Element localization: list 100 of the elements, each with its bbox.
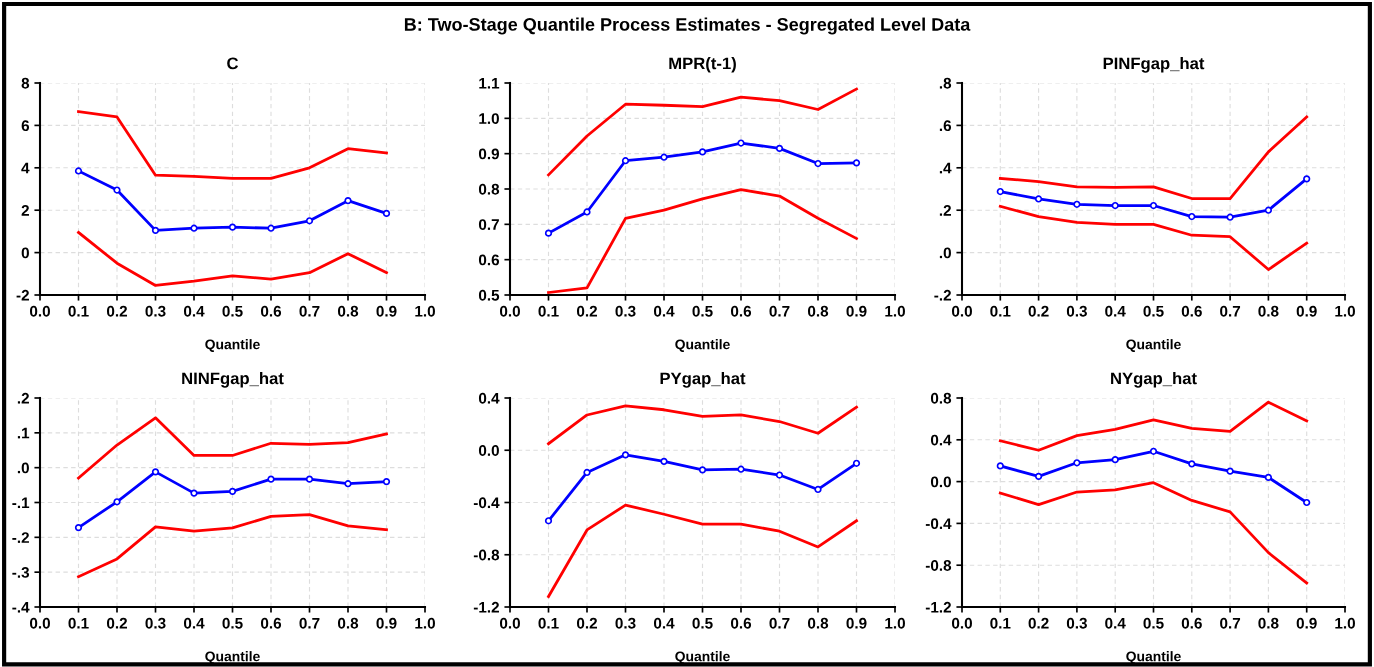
y-tick-label: 0	[21, 247, 29, 259]
x-tick-label: 0.2	[106, 617, 128, 629]
x-tick-label: 0.4	[653, 617, 675, 629]
x-tick-label: 0.1	[538, 617, 559, 629]
y-tick-label: -2	[16, 289, 29, 301]
x-tick-label: 0.0	[951, 617, 972, 629]
x-tick-label: 1.0	[415, 617, 435, 629]
x-tick-label: 0.1	[538, 305, 559, 317]
chart-title: C	[227, 57, 239, 70]
y-tick-label: -.2	[934, 289, 951, 301]
point	[382, 209, 391, 217]
point	[1264, 206, 1273, 214]
point	[190, 489, 198, 497]
chart-title: PINFgap_hat	[1103, 57, 1205, 73]
y-tick-label: 4	[21, 162, 30, 174]
point	[1111, 456, 1119, 464]
point	[1149, 447, 1158, 455]
y-tick-label: 6	[21, 120, 30, 132]
x-tick-label: 0.2	[576, 617, 598, 629]
x-tick-label: 0.7	[769, 305, 790, 317]
x-tick-label: 0.2	[106, 305, 128, 317]
point	[1073, 200, 1081, 208]
y-tick-label: 0.6	[478, 254, 500, 266]
x-tick-label: 0.8	[807, 617, 829, 629]
point	[1034, 472, 1043, 480]
line-series	[547, 188, 858, 294]
point	[228, 223, 237, 231]
y-tick-label: -1.2	[925, 601, 951, 613]
point	[113, 498, 121, 506]
x-axis-title: Quantile	[205, 339, 260, 352]
point	[1188, 212, 1196, 221]
x-tick-label: 0.6	[730, 305, 752, 317]
point	[698, 148, 707, 156]
y-tick-label: -.1	[12, 497, 30, 509]
x-axis-title: Quantile	[205, 651, 260, 664]
point	[544, 517, 553, 525]
point	[267, 224, 275, 232]
point	[583, 468, 591, 477]
point	[996, 187, 1004, 196]
x-tick-label: 0.3	[145, 617, 166, 629]
x-tick-label: 0.6	[1181, 305, 1202, 317]
point	[1226, 213, 1234, 221]
x-tick-label: 0.3	[615, 617, 636, 629]
x-tick-label: 0.3	[145, 305, 166, 317]
x-tick-label: 0.6	[260, 617, 282, 629]
x-tick-label: 0.0	[951, 305, 972, 317]
y-tick-label: .2	[17, 392, 29, 404]
point	[344, 197, 352, 205]
y-tick-label: -0.4	[925, 518, 952, 530]
x-axis-title: Quantile	[675, 339, 730, 352]
x-tick-label: 0.4	[1105, 617, 1126, 629]
x-tick-label: 0.6	[1181, 617, 1202, 629]
x-tick-label: 0.5	[1143, 617, 1164, 629]
x-tick-label: 0.8	[807, 305, 829, 317]
point	[1264, 473, 1273, 482]
y-tick-label: 2	[21, 205, 29, 216]
point	[1073, 459, 1081, 467]
line-series	[998, 115, 1309, 200]
y-tick-label: -.3	[12, 567, 30, 578]
x-tick-label: 0.3	[615, 305, 636, 317]
x-tick-label: 1.0	[415, 305, 435, 317]
x-tick-label: 0.3	[1066, 617, 1087, 629]
line-series	[998, 400, 1309, 452]
x-tick-label: 0.4	[183, 617, 205, 629]
x-tick-label: 0.3	[1066, 305, 1087, 317]
point	[660, 457, 668, 465]
x-tick-label: 0.9	[376, 617, 397, 629]
line-series	[77, 513, 388, 579]
y-tick-label: 0.4	[478, 392, 500, 404]
point	[996, 462, 1004, 470]
point	[151, 226, 160, 234]
x-tick-label: 1.0	[885, 617, 905, 629]
point	[1303, 175, 1311, 183]
x-axis-title: Quantile	[675, 651, 730, 664]
y-tick-label: -0.8	[473, 549, 500, 561]
point	[814, 159, 822, 168]
x-tick-label: 0.7	[1220, 617, 1241, 629]
line-series	[547, 404, 858, 446]
point	[698, 466, 707, 474]
x-tick-label: 0.5	[222, 617, 243, 629]
y-tick-label: 0.0	[930, 476, 951, 488]
y-tick-label: 0.9	[478, 148, 500, 160]
x-tick-label: 0.0	[499, 305, 520, 317]
point	[737, 139, 745, 147]
y-tick-label: 0.7	[478, 219, 499, 231]
line-series	[77, 416, 388, 480]
x-tick-label: 1.0	[1335, 305, 1355, 317]
point	[74, 167, 83, 175]
y-tick-label: 0.4	[930, 434, 952, 446]
x-tick-label: 0.5	[1143, 305, 1164, 317]
x-tick-label: 0.0	[29, 617, 50, 629]
chart-title: MPR(t-1)	[669, 57, 736, 73]
x-tick-label: 0.7	[299, 617, 320, 629]
line-series	[998, 481, 1309, 585]
chart-title: NYgap_hat	[1111, 372, 1197, 388]
line-series	[998, 204, 1309, 271]
point	[660, 153, 668, 161]
x-tick-label: 0.1	[68, 617, 89, 629]
point	[775, 471, 784, 479]
point	[737, 465, 745, 473]
